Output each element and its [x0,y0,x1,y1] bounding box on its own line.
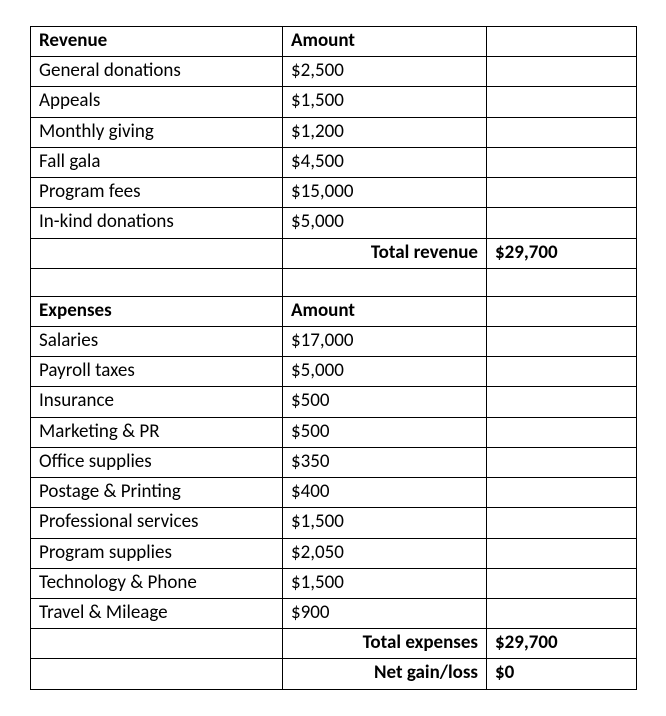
expense-row-label: Insurance [31,387,283,417]
empty-cell [487,538,637,568]
expense-row-label: Marketing & PR [31,417,283,447]
empty-cell [487,417,637,447]
expense-row-label: Salaries [31,326,283,356]
revenue-row-label: In-kind donations [31,208,283,238]
revenue-row-label: Monthly giving [31,117,283,147]
empty-cell [283,268,487,296]
expense-row-amount: $900 [283,598,487,628]
revenue-row-amount: $1,500 [283,87,487,117]
expenses-header-label: Expenses [31,296,283,326]
empty-cell [487,178,637,208]
revenue-row-amount: $5,000 [283,208,487,238]
empty-cell [487,268,637,296]
table-row: Payroll taxes $5,000 [31,357,637,387]
empty-cell [487,57,637,87]
empty-cell [487,508,637,538]
revenue-row-amount: $1,200 [283,117,487,147]
expenses-total-label: Total expenses [283,629,487,659]
empty-cell [487,447,637,477]
expense-row-amount: $17,000 [283,326,487,356]
expense-row-amount: $500 [283,417,487,447]
empty-cell [31,268,283,296]
empty-cell [487,208,637,238]
net-label: Net gain/loss [283,659,487,689]
expense-row-label: Office supplies [31,447,283,477]
empty-cell [487,27,637,57]
expense-row-label: Travel & Mileage [31,598,283,628]
table-row: Monthly giving $1,200 [31,117,637,147]
spacer-row [31,268,637,296]
expense-row-label: Payroll taxes [31,357,283,387]
revenue-row-label: General donations [31,57,283,87]
empty-cell [487,147,637,177]
table-row: Travel & Mileage $900 [31,598,637,628]
empty-cell [487,117,637,147]
revenue-header-amount-label: Amount [283,27,487,57]
expense-row-label: Program supplies [31,538,283,568]
budget-table: Revenue Amount General donations $2,500 … [30,26,637,690]
revenue-header-row: Revenue Amount [31,27,637,57]
net-amount: $0 [487,659,637,689]
expense-row-amount: $500 [283,387,487,417]
revenue-total-label: Total revenue [283,238,487,268]
revenue-row-label: Appeals [31,87,283,117]
empty-cell [31,238,283,268]
empty-cell [487,598,637,628]
expense-row-amount: $350 [283,447,487,477]
table-row: Marketing & PR $500 [31,417,637,447]
table-row: Insurance $500 [31,387,637,417]
empty-cell [487,478,637,508]
empty-cell [487,357,637,387]
revenue-row-label: Fall gala [31,147,283,177]
table-row: Office supplies $350 [31,447,637,477]
revenue-row-amount: $15,000 [283,178,487,208]
revenue-header-label: Revenue [31,27,283,57]
expense-row-label: Professional services [31,508,283,538]
revenue-row-amount: $2,500 [283,57,487,87]
expenses-header-row: Expenses Amount [31,296,637,326]
net-row: Net gain/loss $0 [31,659,637,689]
empty-cell [487,87,637,117]
table-row: Appeals $1,500 [31,87,637,117]
expense-row-label: Postage & Printing [31,478,283,508]
empty-cell [487,387,637,417]
table-row: Postage & Printing $400 [31,478,637,508]
table-row: Professional services $1,500 [31,508,637,538]
expense-row-amount: $2,050 [283,538,487,568]
table-row: In-kind donations $5,000 [31,208,637,238]
expense-row-amount: $5,000 [283,357,487,387]
revenue-row-amount: $4,500 [283,147,487,177]
table-row: Program supplies $2,050 [31,538,637,568]
empty-cell [31,659,283,689]
table-row: Salaries $17,000 [31,326,637,356]
expenses-total-row: Total expenses $29,700 [31,629,637,659]
table-row: Program fees $15,000 [31,178,637,208]
table-row: General donations $2,500 [31,57,637,87]
expense-row-amount: $1,500 [283,508,487,538]
empty-cell [487,296,637,326]
expense-row-amount: $1,500 [283,568,487,598]
empty-cell [31,629,283,659]
expenses-total-amount: $29,700 [487,629,637,659]
table-row: Fall gala $4,500 [31,147,637,177]
expenses-header-amount-label: Amount [283,296,487,326]
expense-row-label: Technology & Phone [31,568,283,598]
revenue-row-label: Program fees [31,178,283,208]
table-row: Technology & Phone $1,500 [31,568,637,598]
empty-cell [487,568,637,598]
expense-row-amount: $400 [283,478,487,508]
revenue-total-row: Total revenue $29,700 [31,238,637,268]
revenue-total-amount: $29,700 [487,238,637,268]
empty-cell [487,326,637,356]
